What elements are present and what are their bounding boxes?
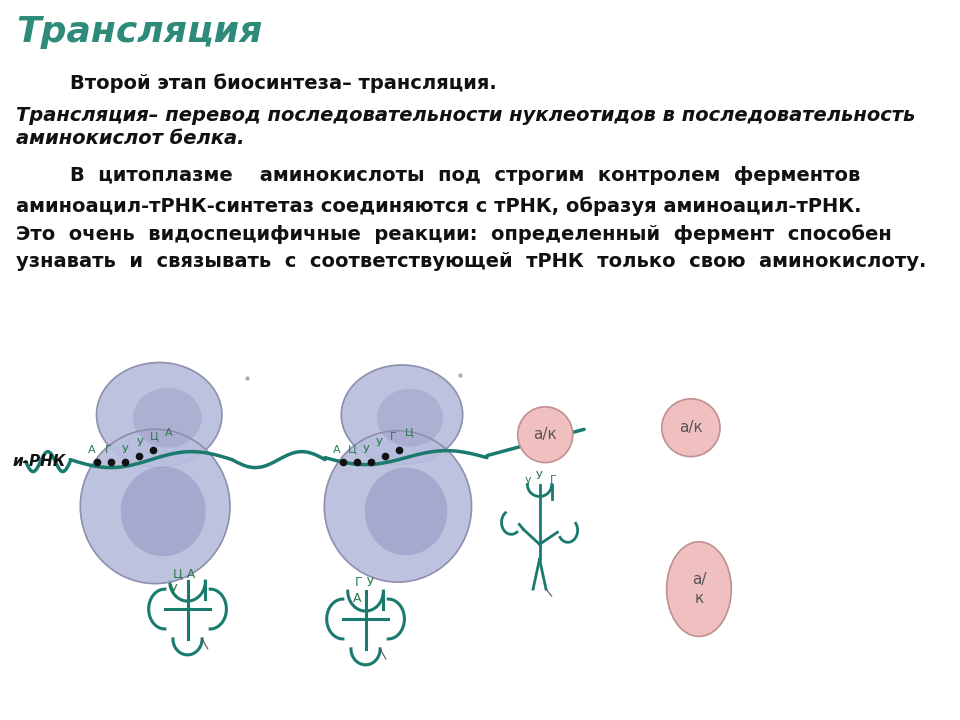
Text: А: А	[333, 445, 341, 454]
Text: узнавать  и  связывать  с  соответствующей  тРНК  только  свою  аминокислоту.: узнавать и связывать с соответствующей т…	[16, 253, 926, 271]
Ellipse shape	[661, 399, 720, 456]
Ellipse shape	[96, 362, 222, 467]
Text: Второй этап биосинтеза– трансляция.: Второй этап биосинтеза– трансляция.	[16, 73, 496, 93]
Ellipse shape	[365, 467, 447, 555]
Text: Г: Г	[105, 445, 111, 454]
Ellipse shape	[132, 388, 202, 448]
Text: и-РНК: и-РНК	[12, 454, 66, 469]
Text: Ц: Ц	[348, 445, 356, 454]
Text: У: У	[362, 445, 369, 454]
Text: а/
к: а/ к	[692, 572, 707, 606]
Text: Г: Г	[390, 432, 396, 441]
Text: аминоацил-тРНК-синтетаз соединяются с тРНК, образуя аминоацил-тРНК.: аминоацил-тРНК-синтетаз соединяются с тР…	[16, 197, 861, 216]
Text: В  цитоплазме    аминокислоты  под  строгим  контролем  ферментов: В цитоплазме аминокислоты под строгим ко…	[16, 166, 860, 185]
Ellipse shape	[324, 431, 471, 582]
Text: Ц: Ц	[150, 432, 158, 441]
Text: а/к: а/к	[534, 427, 557, 442]
Text: А: А	[352, 592, 361, 605]
Text: аминокислот белка.: аминокислот белка.	[16, 129, 245, 148]
Text: А: А	[88, 445, 96, 454]
Text: Г: Г	[550, 474, 557, 485]
Ellipse shape	[517, 407, 573, 463]
Text: Г У: Г У	[355, 576, 374, 589]
Ellipse shape	[342, 365, 463, 464]
Text: У: У	[536, 471, 542, 480]
Text: У: У	[136, 438, 143, 448]
Text: У: У	[376, 438, 383, 448]
Text: Это  очень  видоспецифичные  реакции:  определенный  фермент  способен: Это очень видоспецифичные реакции: опред…	[16, 225, 892, 244]
Text: У: У	[170, 583, 178, 596]
Text: у: у	[524, 474, 531, 485]
Ellipse shape	[121, 467, 205, 557]
Text: А: А	[165, 428, 173, 438]
Ellipse shape	[666, 541, 732, 636]
Text: Трансляция: Трансляция	[16, 15, 262, 50]
Ellipse shape	[377, 389, 444, 446]
Text: У: У	[122, 445, 129, 454]
Text: Ц А: Ц А	[173, 567, 195, 580]
Ellipse shape	[81, 429, 230, 584]
Text: Трансляция– перевод последовательности нуклеотидов в последовательность: Трансляция– перевод последовательности н…	[16, 106, 915, 125]
Text: Ц: Ц	[404, 428, 413, 438]
Text: а/к: а/к	[679, 420, 703, 435]
